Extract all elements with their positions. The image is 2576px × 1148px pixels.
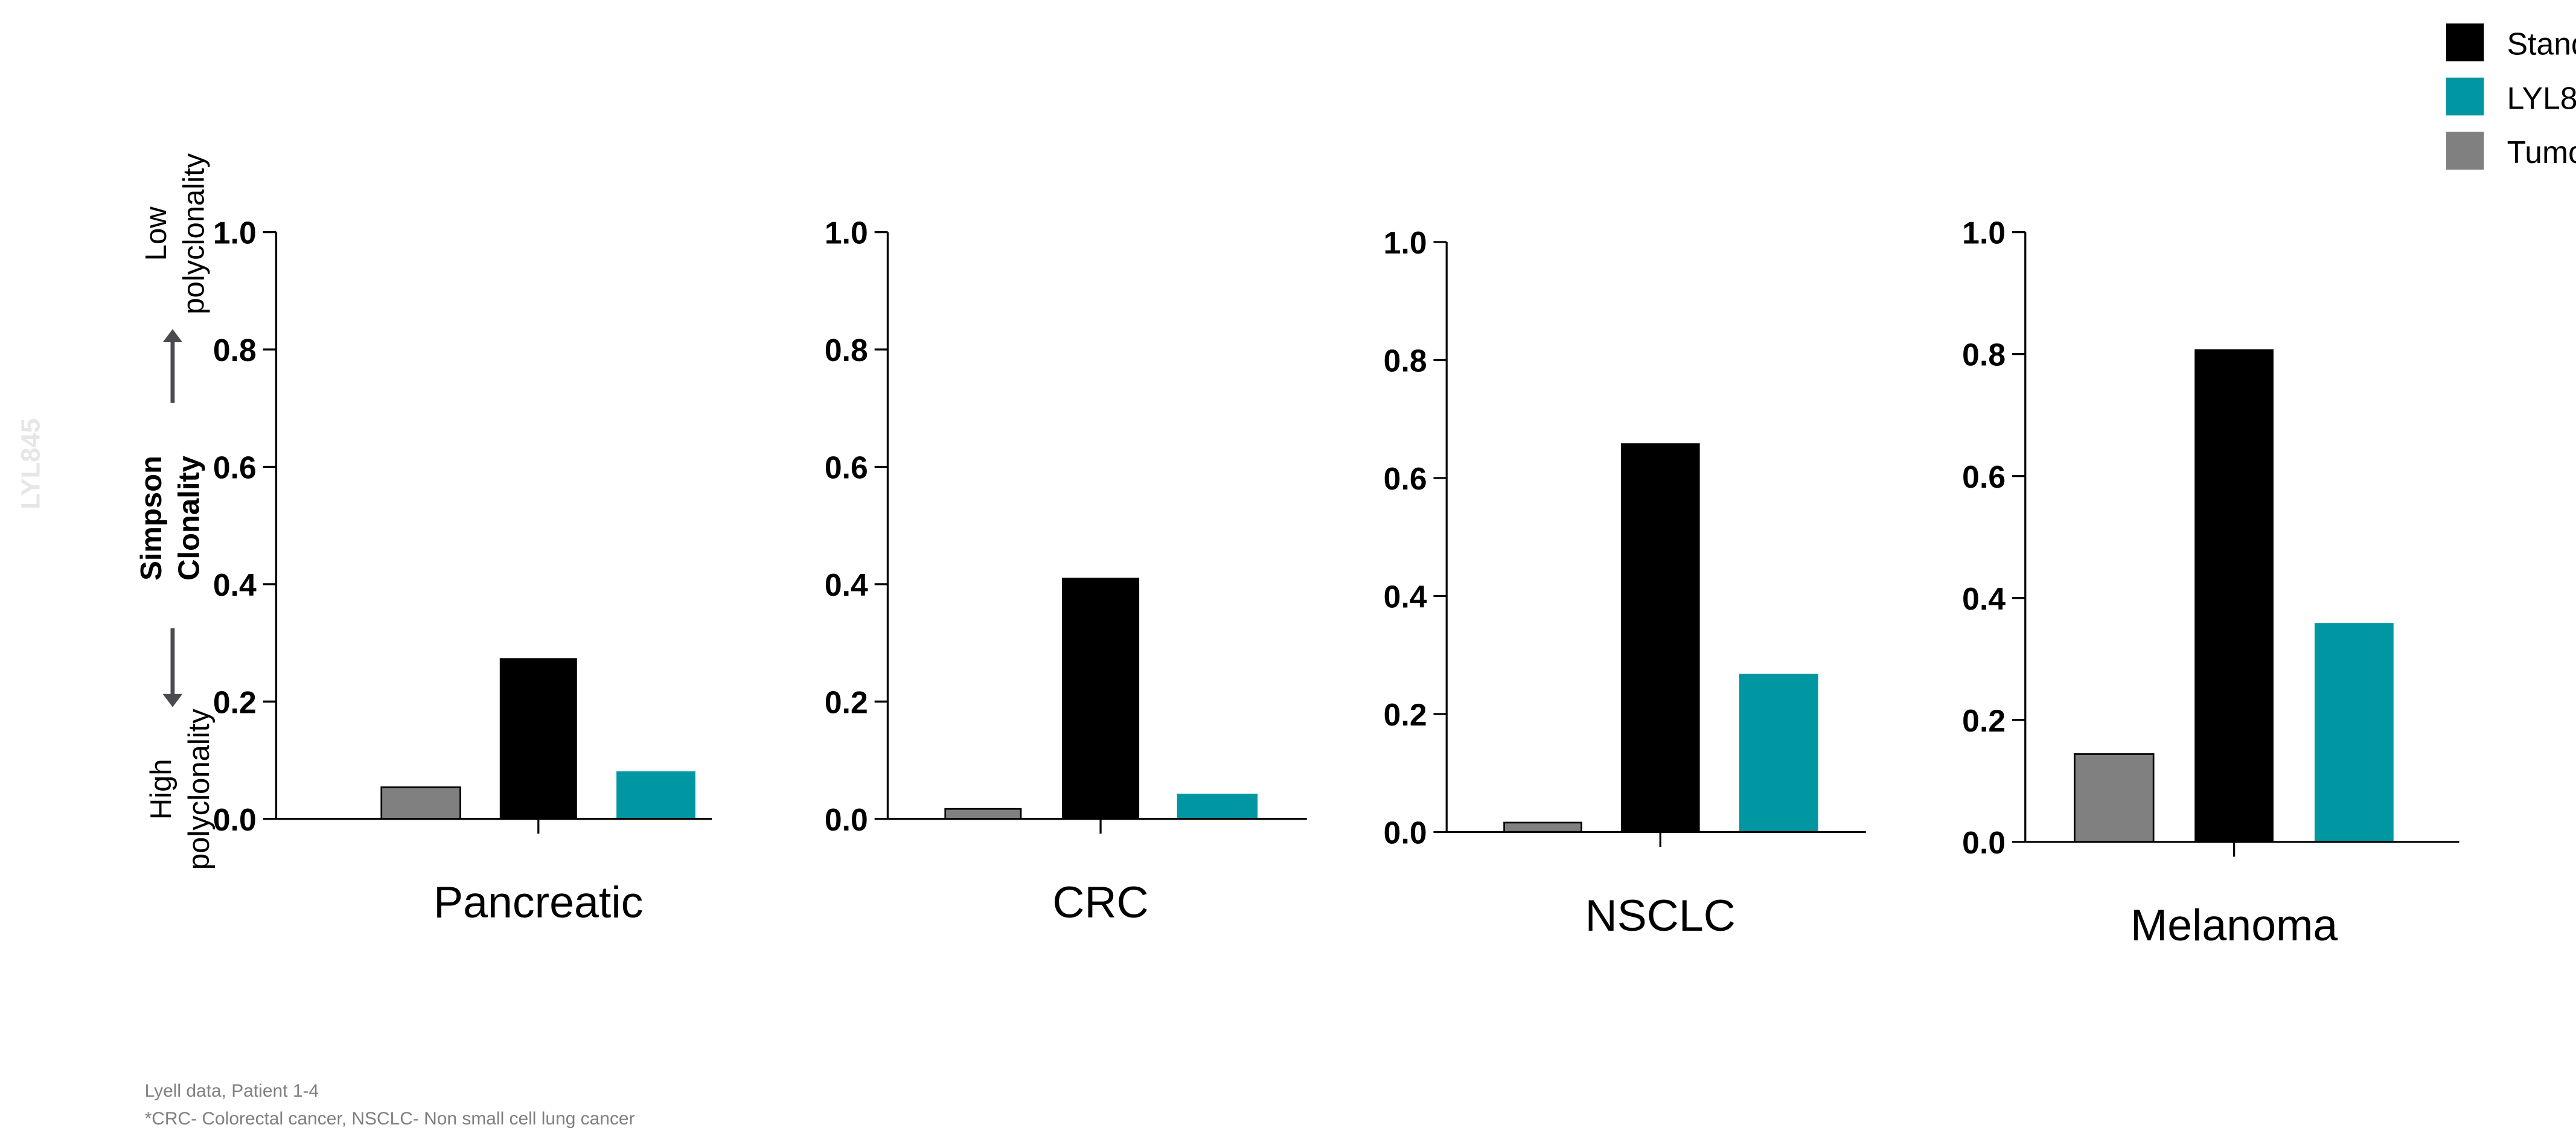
- y-tick-label: 0.8: [1384, 343, 1427, 378]
- y-tick-label: 0.4: [1962, 581, 2006, 616]
- bar-melanoma-tumor: [2074, 753, 2155, 843]
- bar-crc-lyl845-epi-r: [1177, 793, 1258, 819]
- y-tick-label: 0.4: [213, 567, 257, 602]
- category-label-melanoma: Melanoma: [2130, 900, 2338, 950]
- y-tick-label: 0.0: [825, 802, 868, 837]
- y-tick-label: 0.8: [213, 333, 257, 368]
- y-tick-label: 1.0: [213, 215, 257, 250]
- y-tick-label: 0.4: [1384, 579, 1427, 614]
- legend-swatch-tumor: [2446, 132, 2484, 170]
- legend-label-lyl845: LYL845 (Epi-R): [2507, 80, 2576, 115]
- bar-crc-standard-prep: [1062, 578, 1140, 819]
- y-tick-label: 0.0: [1384, 815, 1427, 850]
- y-tick-label: 0.8: [1962, 337, 2006, 372]
- y-tick-label: 0.2: [213, 684, 257, 719]
- y-tick-label: 0.2: [825, 684, 868, 719]
- y-top-label-line2: polyclonality: [178, 153, 211, 314]
- y-tick-label: 0.8: [825, 333, 868, 368]
- footnote-source: Lyell data, Patient 1-4: [145, 1081, 319, 1101]
- bar-melanoma-standard-prep: [2194, 349, 2274, 842]
- bar-crc-tumor: [944, 808, 1022, 820]
- watermark: LYL845: [16, 418, 45, 509]
- y-tick-label: 1.0: [1384, 225, 1427, 260]
- y-tick-label: 0.4: [825, 567, 868, 602]
- legend-label-standard-prep: Standard Prep: [2507, 27, 2576, 62]
- y-tick-label: 0.6: [1384, 461, 1427, 496]
- y-axis-annotation: Low polyclonality Simpson Clonality High…: [135, 153, 216, 870]
- bar-nsclc-tumor: [1503, 821, 1582, 833]
- bar-nsclc-standard-prep: [1620, 443, 1700, 832]
- bar-pancreatic-lyl845-epi-r: [616, 771, 695, 819]
- y-tick-label: 0.2: [1384, 697, 1427, 732]
- bar-pancreatic-standard-prep: [499, 658, 577, 819]
- y-tick-label: 0.6: [825, 450, 868, 485]
- panel-crc: 0.0 0.2 0.4 0.6 0.8 1.0 CRC: [825, 215, 1307, 927]
- y-tick-label: 1.0: [825, 215, 868, 250]
- category-label-nsclc: NSCLC: [1585, 890, 1736, 940]
- arrow-down-icon: [162, 628, 183, 707]
- y-top-label-line1: Low: [140, 206, 173, 261]
- footnote-abbreviations: *CRC- Colorectal cancer, NSCLC- Non smal…: [145, 1109, 635, 1129]
- panel-nsclc: 0.0 0.2 0.4 0.6 0.8 1.0 NSCLC: [1384, 225, 1866, 940]
- y-tick-label: 0.0: [1962, 825, 2006, 860]
- y-tick-label: 0.2: [1962, 703, 2006, 738]
- legend: Standard Prep LYL845 (Epi-R) Tumor: [2446, 23, 2576, 170]
- bar-pancreatic-tumor: [380, 786, 461, 820]
- legend-swatch-lyl845: [2446, 77, 2484, 116]
- y-tick-label: 0.0: [213, 802, 257, 837]
- y-axis-title-line1: Simpson: [135, 456, 168, 581]
- bar-nsclc-lyl845-epi-r: [1739, 674, 1818, 832]
- y-axis-title-line2: Clonality: [173, 456, 205, 581]
- y-bottom-label-line1: High: [145, 759, 177, 820]
- y-tick-label: 0.6: [213, 450, 257, 485]
- y-bottom-label-line2: polyclonality: [183, 709, 216, 870]
- bar-melanoma-lyl845-epi-r: [2315, 623, 2394, 842]
- panel-melanoma: 0.0 0.2 0.4 0.6 0.8 1.0 Melanoma: [1962, 215, 2459, 950]
- legend-swatch-standard-prep: [2446, 23, 2484, 62]
- y-tick-label: 1.0: [1962, 215, 2006, 250]
- legend-label-tumor: Tumor: [2507, 135, 2576, 170]
- chart-panels: 0.0 0.2 0.4 0.6 0.8 1.0 Pancreatic 0.0 0.2 0.4 0.6…: [213, 215, 2459, 950]
- arrow-up-icon: [162, 329, 183, 403]
- y-tick-label: 0.6: [1962, 459, 2006, 494]
- category-label-crc: CRC: [1052, 877, 1148, 927]
- category-label-pancreatic: Pancreatic: [433, 877, 643, 927]
- panel-pancreatic: 0.0 0.2 0.4 0.6 0.8 1.0 Pancreatic: [213, 215, 712, 927]
